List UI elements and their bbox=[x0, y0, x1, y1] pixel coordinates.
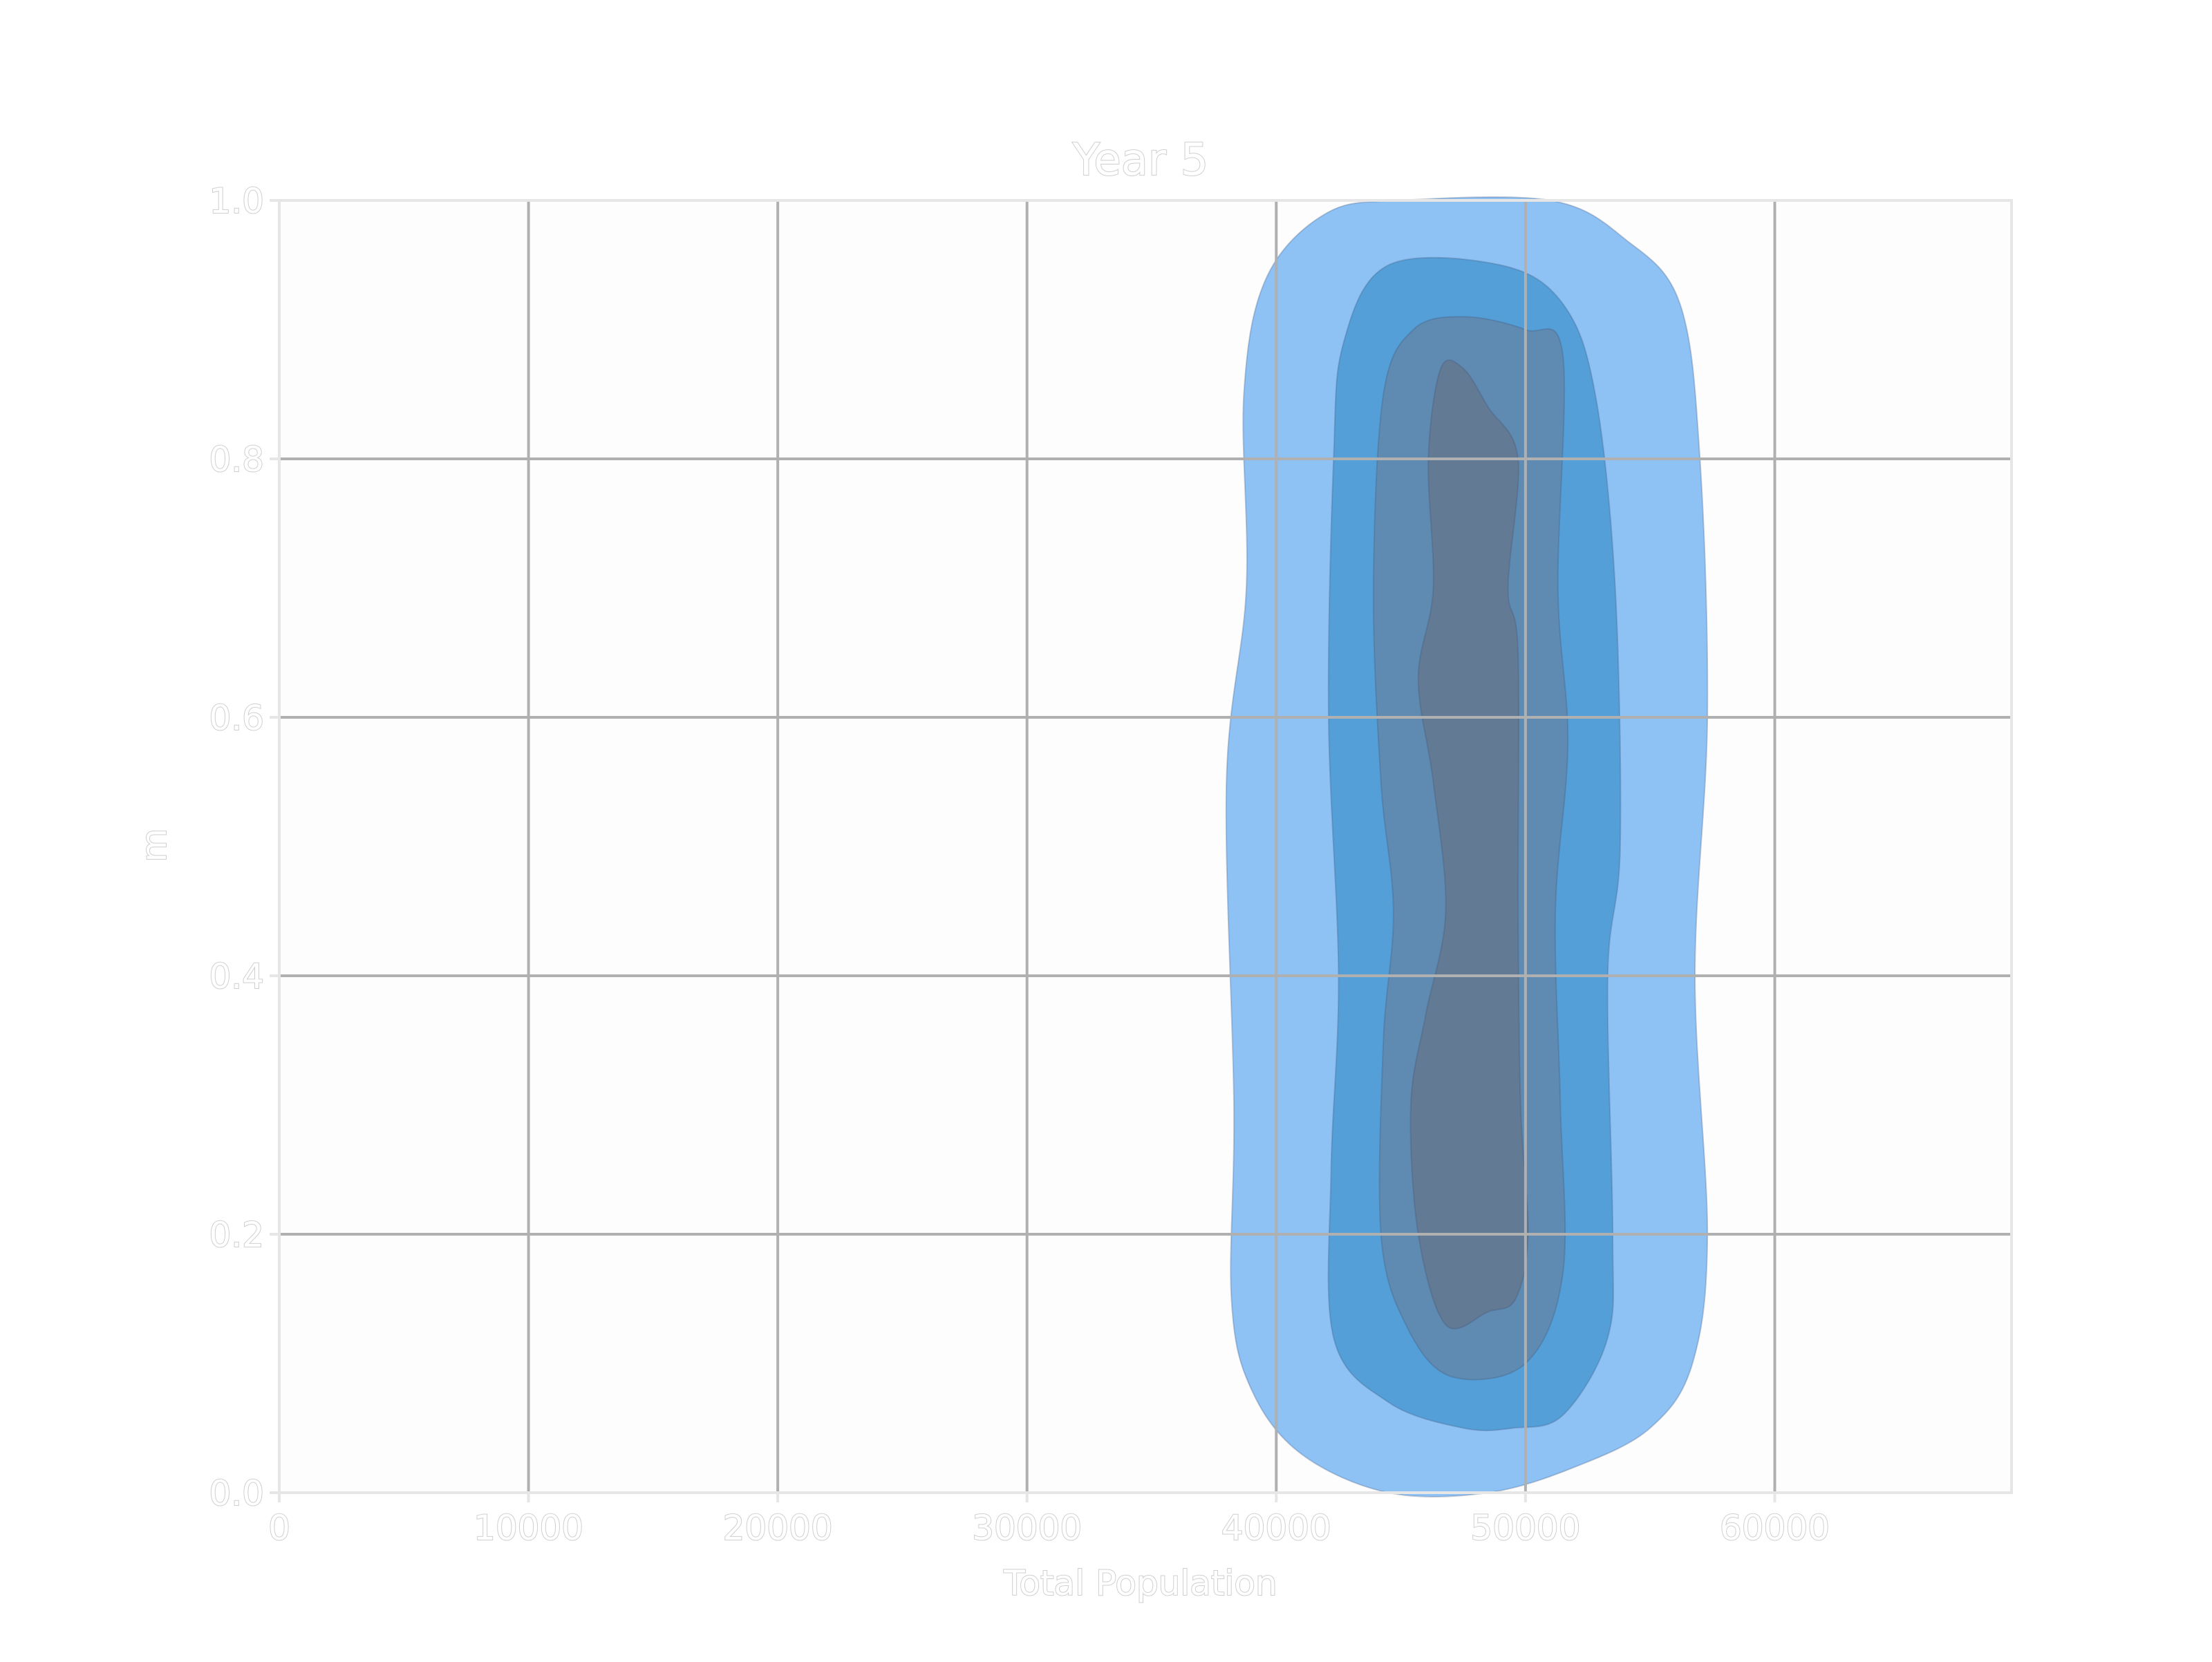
plot-area bbox=[279, 200, 2012, 1493]
x-tick-label: 10000 bbox=[474, 1508, 583, 1548]
y-tick-label: 0.8 bbox=[209, 440, 264, 480]
x-axis-ticks: 0 10000 20000 30000 40000 50000 60000 bbox=[268, 1493, 1830, 1549]
x-tick-label: 0 bbox=[268, 1508, 290, 1548]
grid-lines bbox=[279, 200, 2012, 1493]
x-axis-label: Total Population bbox=[1003, 1563, 1277, 1603]
x-tick-label: 60000 bbox=[1720, 1508, 1830, 1548]
x-tick-label: 40000 bbox=[1221, 1508, 1331, 1548]
y-tick-label: 0.2 bbox=[209, 1215, 264, 1255]
y-tick-label: 0.4 bbox=[209, 956, 264, 997]
y-axis-label: m bbox=[134, 829, 174, 862]
y-tick-label: 0.0 bbox=[209, 1473, 264, 1513]
axes-frame bbox=[278, 199, 2013, 1494]
y-tick-label: 1.0 bbox=[209, 181, 264, 221]
plot-background bbox=[279, 200, 2012, 1493]
axes bbox=[278, 199, 2013, 1494]
x-tick-label: 20000 bbox=[723, 1508, 833, 1548]
y-tick-label: 0.6 bbox=[209, 698, 264, 738]
chart-title: Year 5 bbox=[1072, 135, 1209, 186]
x-tick-label: 50000 bbox=[1470, 1508, 1580, 1548]
x-tick-label: 30000 bbox=[972, 1508, 1082, 1548]
y-axis-ticks: 0.0 0.2 0.4 0.6 0.8 1.0 bbox=[208, 180, 279, 1514]
contour-level-4 bbox=[1409, 359, 1529, 1330]
contour-layers bbox=[1225, 196, 1709, 1498]
